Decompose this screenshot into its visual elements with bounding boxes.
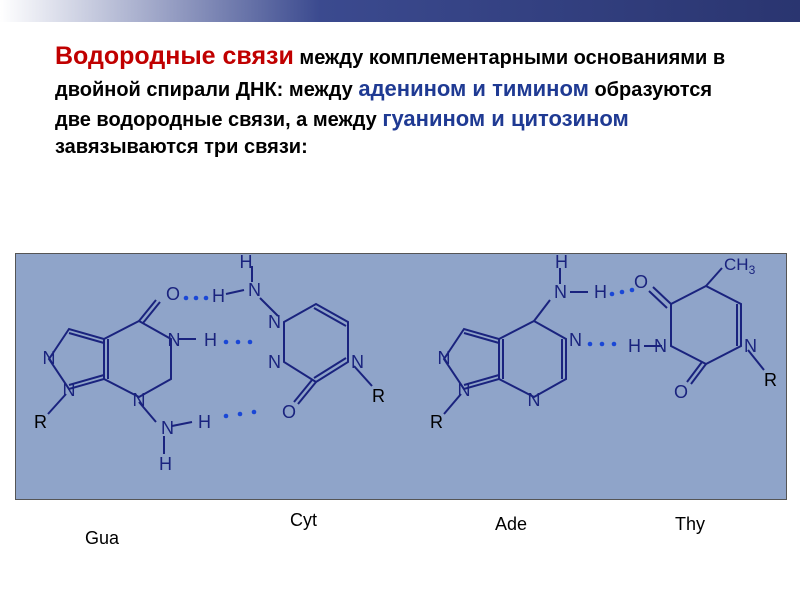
pair-gc: гуанином и цитозином <box>382 106 628 131</box>
atom-o: O <box>282 402 296 422</box>
atom-n: N <box>161 418 174 438</box>
molecule-diagram: N N N N O H N H H R <box>16 254 786 499</box>
svg-text:N: N <box>569 330 582 350</box>
svg-text:O: O <box>674 382 688 402</box>
atom-n: N <box>268 312 281 332</box>
atom-r: R <box>372 386 385 406</box>
svg-text:R: R <box>430 412 443 432</box>
title-red: Водородные связи <box>55 42 294 70</box>
guanine-cytosine-pair: N N N N O H N H H R <box>34 254 385 474</box>
atom-h: H <box>240 254 253 272</box>
header-gradient <box>0 0 800 22</box>
label-gua: Gua <box>85 528 119 549</box>
atom-n: N <box>268 352 281 372</box>
svg-text:H: H <box>555 254 568 272</box>
atom-h: H <box>212 286 225 306</box>
svg-text:R: R <box>764 370 777 390</box>
atom-r: R <box>34 412 47 432</box>
diagram-panel: N N N N O H N H H R <box>15 253 787 500</box>
svg-text:O: O <box>634 272 648 292</box>
atom-n: N <box>43 348 56 368</box>
atom-h: H <box>198 412 211 432</box>
atom-o: O <box>166 284 180 304</box>
adenine-thymine-pair: N N N N N H H R N N O <box>430 254 777 432</box>
svg-text:H: H <box>594 282 607 302</box>
label-thy: Thy <box>675 514 705 535</box>
svg-text:N: N <box>438 348 451 368</box>
atom-h: H <box>204 330 217 350</box>
label-ade: Ade <box>495 514 527 535</box>
svg-text:N: N <box>554 282 567 302</box>
txt5: завязываются три связи: <box>55 136 308 158</box>
svg-text:CH3: CH3 <box>724 255 756 277</box>
label-cyt: Cyt <box>290 510 317 531</box>
atom-h: H <box>159 454 172 474</box>
main-text: Водородные связи между комплементарными … <box>55 40 750 161</box>
atom-n: N <box>248 280 261 300</box>
pair-at: аденином и тимином <box>358 76 589 101</box>
svg-text:H: H <box>628 336 641 356</box>
svg-text:N: N <box>528 390 541 410</box>
